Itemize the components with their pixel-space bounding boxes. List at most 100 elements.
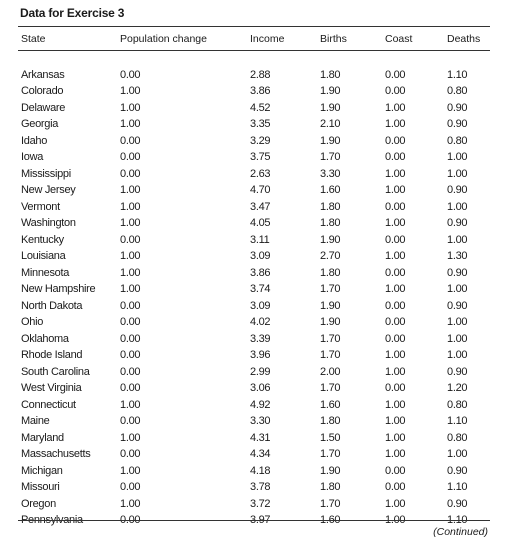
cell-coast: 1.00	[385, 365, 406, 378]
cell-births: 1.70	[320, 349, 341, 361]
cell-coast: 0.00	[385, 332, 406, 345]
cell-state: Minnesota	[21, 266, 70, 279]
cell-population-change: 1.00	[120, 118, 141, 130]
continued-note: (Continued)	[433, 526, 488, 538]
cell-population-change: 0.00	[120, 299, 141, 312]
cell-population-change: 1.00	[120, 464, 141, 477]
cell-income: 3.09	[250, 299, 271, 312]
table-row: Connecticut 1.00 4.92 1.60 1.00 0.80	[18, 397, 490, 414]
cell-state: Kentucky	[21, 233, 64, 246]
cell-deaths: 1.00	[447, 349, 468, 361]
top-rule	[18, 26, 490, 27]
cell-births: 1.90	[320, 233, 341, 246]
cell-coast: 0.00	[385, 134, 406, 147]
cell-coast: 1.00	[385, 431, 406, 444]
header-coast: Coast	[385, 32, 413, 45]
spacer-row	[18, 50, 490, 67]
cell-income: 4.34	[250, 448, 271, 460]
cell-population-change: 0.00	[120, 382, 141, 394]
cell-state: North Dakota	[21, 299, 83, 312]
table-row: Arkansas 0.00 2.88 1.80 0.00 1.10	[18, 67, 490, 84]
table-row: Michigan 1.00 4.18 1.90 0.00 0.90	[18, 463, 490, 480]
cell-state: Georgia	[21, 118, 59, 130]
cell-income: 3.96	[250, 349, 271, 361]
cell-births: 2.70	[320, 250, 341, 262]
table-row: West Virginia 0.00 3.06 1.70 0.00 1.20	[18, 380, 490, 397]
cell-births: 1.80	[320, 266, 341, 279]
cell-coast: 1.00	[385, 415, 406, 427]
cell-population-change: 0.00	[120, 332, 141, 345]
header-state: State	[21, 32, 46, 45]
cell-income: 3.11	[250, 233, 270, 246]
cell-births: 1.50	[320, 431, 341, 444]
table-row: New Jersey 1.00 4.70 1.60 1.00 0.90	[18, 182, 490, 199]
header-births: Births	[320, 32, 347, 45]
cell-population-change: 0.00	[120, 233, 141, 246]
cell-income: 3.09	[250, 250, 271, 262]
cell-income: 3.47	[250, 200, 271, 213]
cell-population-change: 0.00	[120, 134, 141, 147]
cell-deaths: 0.80	[447, 85, 468, 97]
cell-coast: 1.00	[385, 448, 406, 460]
cell-population-change: 0.00	[120, 167, 141, 180]
cell-births: 1.80	[320, 217, 341, 229]
cell-coast: 1.00	[385, 349, 406, 361]
cell-deaths: 0.80	[447, 134, 468, 147]
cell-income: 3.29	[250, 134, 271, 147]
cell-income: 4.70	[250, 184, 271, 196]
cell-income: 3.86	[250, 85, 271, 97]
cell-coast: 1.00	[385, 101, 406, 114]
cell-state: Connecticut	[21, 398, 76, 411]
cell-income: 3.78	[250, 481, 271, 493]
cell-state: Michigan	[21, 464, 63, 477]
cell-population-change: 0.00	[120, 151, 141, 163]
cell-population-change: 1.00	[120, 184, 141, 196]
cell-births: 1.70	[320, 283, 341, 295]
table-row: Delaware 1.00 4.52 1.90 1.00 0.90	[18, 100, 490, 117]
table-row: Maryland 1.00 4.31 1.50 1.00 0.80	[18, 430, 490, 447]
cell-coast: 0.00	[385, 464, 406, 477]
cell-deaths: 0.90	[447, 464, 468, 477]
cell-births: 1.80	[320, 200, 341, 213]
cell-births: 3.30	[320, 167, 341, 180]
cell-deaths: 0.90	[447, 118, 468, 130]
cell-population-change: 1.00	[120, 217, 141, 229]
cell-deaths: 0.90	[447, 184, 468, 196]
cell-deaths: 1.00	[447, 283, 468, 295]
cell-deaths: 1.10	[447, 415, 468, 427]
cell-income: 3.30	[250, 415, 271, 427]
cell-income: 4.05	[250, 217, 271, 229]
cell-deaths: 1.30	[447, 250, 468, 262]
cell-births: 1.70	[320, 151, 341, 163]
cell-coast: 0.00	[385, 85, 406, 97]
cell-births: 1.80	[320, 68, 341, 81]
cell-state: Maryland	[21, 431, 64, 444]
table-row: Maine 0.00 3.30 1.80 1.00 1.10	[18, 413, 490, 430]
cell-deaths: 1.10	[447, 68, 468, 81]
cell-coast: 1.00	[385, 250, 406, 262]
cell-births: 1.90	[320, 134, 341, 147]
cell-income: 2.63	[250, 167, 271, 180]
cell-deaths: 0.90	[447, 101, 468, 114]
table-title: Data for Exercise 3	[20, 6, 125, 20]
cell-state: Idaho	[21, 134, 48, 147]
cell-income: 3.86	[250, 266, 271, 279]
cell-state: Colorado	[21, 85, 64, 97]
table-row: Vermont 1.00 3.47 1.80 0.00 1.00	[18, 199, 490, 216]
table-row: Idaho 0.00 3.29 1.90 0.00 0.80	[18, 133, 490, 150]
cell-coast: 0.00	[385, 481, 406, 493]
cell-state: Arkansas	[21, 68, 65, 81]
cell-deaths: 1.10	[447, 481, 468, 493]
cell-births: 1.80	[320, 415, 341, 427]
cell-deaths: 1.00	[447, 167, 468, 180]
cell-coast: 0.00	[385, 316, 406, 328]
header-rule	[18, 50, 490, 51]
cell-state: Iowa	[21, 151, 44, 163]
cell-population-change: 1.00	[120, 431, 141, 444]
table-row: South Carolina 0.00 2.99 2.00 1.00 0.90	[18, 364, 490, 381]
cell-coast: 0.00	[385, 266, 406, 279]
cell-state: Mississippi	[21, 167, 71, 180]
table-row: Washington 1.00 4.05 1.80 1.00 0.90	[18, 215, 490, 232]
cell-state: West Virginia	[21, 382, 82, 394]
cell-coast: 1.00	[385, 217, 406, 229]
